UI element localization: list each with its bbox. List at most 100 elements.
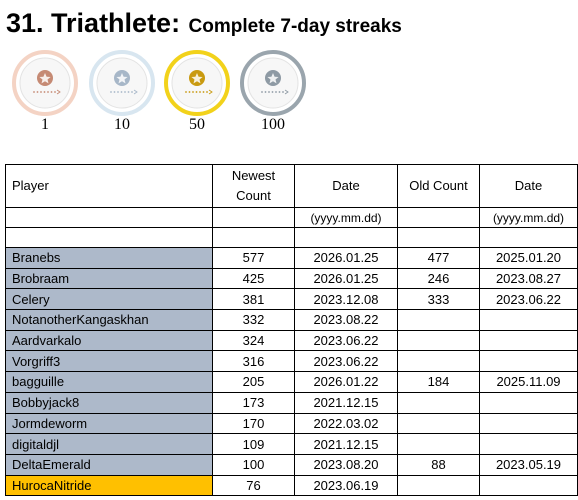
newest-count-cell: 205: [212, 371, 295, 393]
header-player: Player: [5, 164, 213, 208]
medal-label: 1: [41, 116, 49, 133]
newest-date-cell: 2021.12.15: [294, 433, 398, 455]
old-count-cell: 333: [397, 288, 480, 311]
medal-row: 1 10 50 100: [0, 50, 330, 140]
old-count-cell: [397, 433, 480, 455]
player-name-cell: HurocaNitride: [5, 474, 213, 497]
subheader-date-format: (yyyy.mm.dd): [294, 207, 398, 228]
subheader-row: (yyyy.mm.dd) (yyyy.mm.dd): [5, 207, 578, 228]
spacer-row: [5, 227, 578, 248]
table-row: bagguille 205 2026.01.22 184 2025.11.09: [5, 371, 578, 393]
table-row: Branebs 577 2026.01.25 477 2025.01.20: [5, 247, 578, 269]
header-date: Date: [294, 164, 398, 208]
title-number: 31. Triathlete:: [6, 8, 181, 38]
subheader-date-format: (yyyy.mm.dd): [479, 207, 578, 228]
medal-icon: [12, 50, 78, 116]
header-newest-count: Newest Count: [212, 164, 295, 208]
player-name-cell: Celery: [5, 288, 213, 311]
player-name-cell: DeltaEmerald: [5, 453, 213, 476]
newest-date-cell: 2023.08.22: [294, 309, 398, 331]
player-name-cell: Vorgriff3: [5, 350, 213, 373]
medal-label: 100: [261, 116, 285, 133]
player-name-cell: NotanotherKangaskhan: [5, 309, 213, 331]
page-title: 31. Triathlete: Complete 7-day streaks: [6, 8, 402, 39]
newest-count-cell: 324: [212, 329, 295, 352]
old-date-cell: 2023.05.19: [479, 453, 578, 476]
old-count-cell: 88: [397, 453, 480, 476]
newest-count-cell: 332: [212, 309, 295, 331]
old-date-cell: [479, 329, 578, 352]
old-date-cell: [479, 391, 578, 414]
player-name-cell: Branebs: [5, 247, 213, 269]
medal-icon: [89, 50, 155, 116]
newest-date-cell: 2023.06.19: [294, 474, 398, 497]
old-count-cell: 246: [397, 267, 480, 290]
old-date-cell: [479, 309, 578, 331]
table-row: Celery 381 2023.12.08 333 2023.06.22: [5, 288, 578, 311]
old-count-cell: [397, 474, 480, 497]
spacer-cell: [212, 227, 295, 248]
newest-date-cell: 2021.12.15: [294, 391, 398, 414]
old-date-cell: 2025.11.09: [479, 371, 578, 393]
old-count-cell: [397, 329, 480, 352]
old-count-cell: 477: [397, 247, 480, 269]
player-name-cell: Aardvarkalo: [5, 329, 213, 352]
spacer-cell: [479, 227, 578, 248]
spacer-cell: [294, 227, 398, 248]
leaderboard-table: Player Newest Count Date Old Count Date …: [5, 164, 578, 497]
newest-count-cell: 381: [212, 288, 295, 311]
old-count-cell: [397, 350, 480, 373]
table-row: Bobbyjack8 173 2021.12.15: [5, 391, 578, 414]
newest-count-cell: 109: [212, 433, 295, 455]
header-row: Player Newest Count Date Old Count Date: [5, 164, 578, 208]
old-count-cell: [397, 309, 480, 331]
newest-date-cell: 2022.03.02: [294, 412, 398, 435]
old-date-cell: 2023.08.27: [479, 267, 578, 290]
title-subtitle: Complete 7-day streaks: [188, 16, 402, 37]
newest-count-cell: 170: [212, 412, 295, 435]
medal-icon: [240, 50, 306, 116]
medal-badge: 1: [12, 50, 78, 133]
newest-count-cell: 173: [212, 391, 295, 414]
player-name-cell: digitaldjl: [5, 433, 213, 455]
newest-date-cell: 2023.08.20: [294, 453, 398, 476]
subheader-cell: [5, 207, 213, 228]
player-name-cell: Bobbyjack8: [5, 391, 213, 414]
table-row: Aardvarkalo 324 2023.06.22: [5, 329, 578, 352]
newest-date-cell: 2023.06.22: [294, 329, 398, 352]
table-row: Brobraam 425 2026.01.25 246 2023.08.27: [5, 267, 578, 290]
header-old-date: Date: [479, 164, 578, 208]
newest-date-cell: 2026.01.25: [294, 267, 398, 290]
newest-count-cell: 76: [212, 474, 295, 497]
old-date-cell: [479, 412, 578, 435]
newest-count-cell: 577: [212, 247, 295, 269]
newest-count-cell: 316: [212, 350, 295, 373]
medal-label: 10: [114, 116, 130, 133]
old-count-cell: [397, 391, 480, 414]
table-row: DeltaEmerald 100 2023.08.20 88 2023.05.19: [5, 453, 578, 476]
newest-count-cell: 100: [212, 453, 295, 476]
old-date-cell: [479, 474, 578, 497]
medal-badge: 10: [89, 50, 155, 133]
header-old-count: Old Count: [397, 164, 480, 208]
newest-date-cell: 2023.12.08: [294, 288, 398, 311]
newest-count-cell: 425: [212, 267, 295, 290]
newest-date-cell: 2026.01.22: [294, 371, 398, 393]
subheader-cell: [397, 207, 480, 228]
newest-date-cell: 2023.06.22: [294, 350, 398, 373]
old-date-cell: [479, 350, 578, 373]
player-name-cell: bagguille: [5, 371, 213, 393]
medal-badge: 100: [240, 50, 306, 133]
spacer-cell: [397, 227, 480, 248]
table-row: HurocaNitride 76 2023.06.19: [5, 474, 578, 497]
old-count-cell: [397, 412, 480, 435]
old-date-cell: [479, 433, 578, 455]
table-row: Jormdeworm 170 2022.03.02: [5, 412, 578, 435]
old-count-cell: 184: [397, 371, 480, 393]
subheader-cell: [212, 207, 295, 228]
player-name-cell: Jormdeworm: [5, 412, 213, 435]
player-name-cell: Brobraam: [5, 267, 213, 290]
old-date-cell: 2023.06.22: [479, 288, 578, 311]
table-body: Branebs 577 2026.01.25 477 2025.01.20 Brobraa…: [5, 247, 578, 497]
newest-date-cell: 2026.01.25: [294, 247, 398, 269]
